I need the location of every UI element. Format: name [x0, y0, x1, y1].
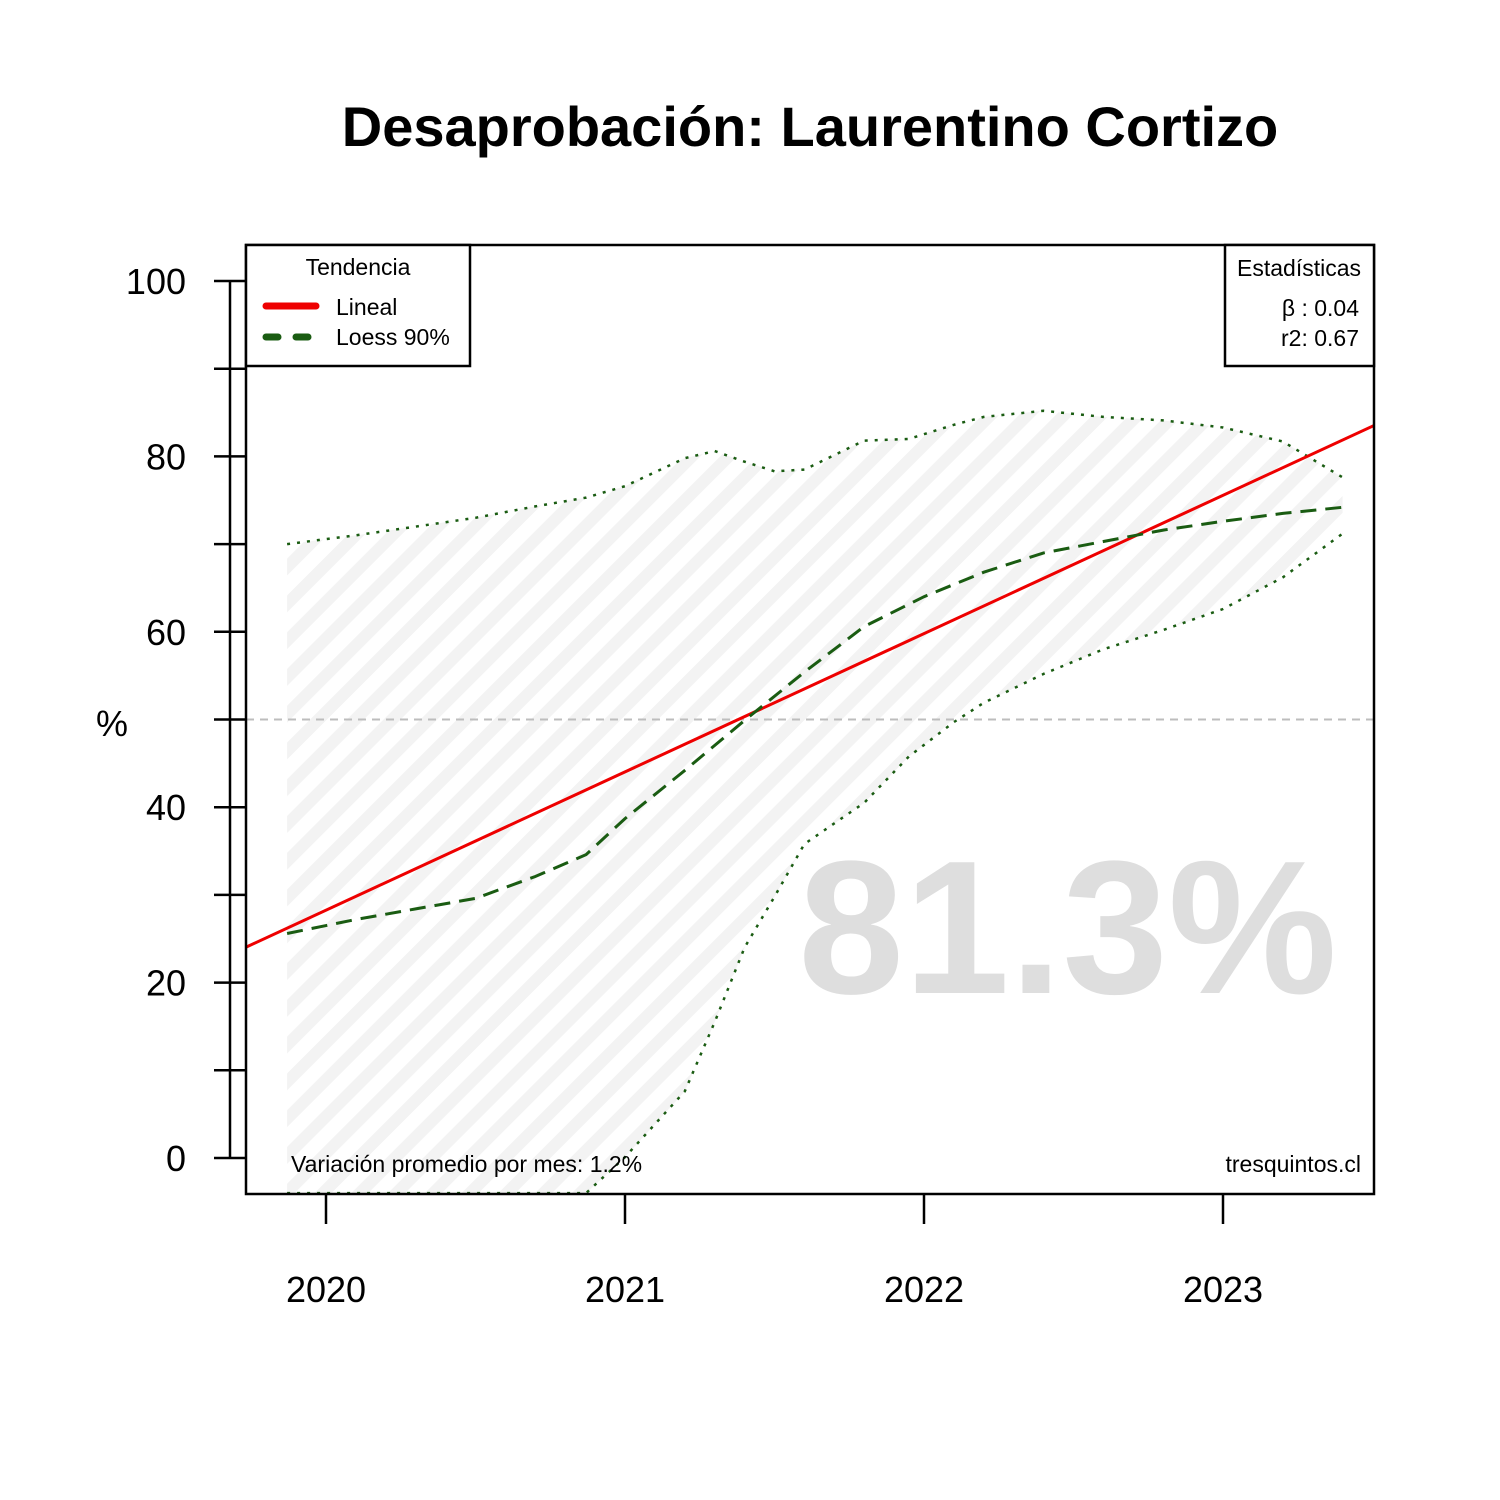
y-tick-label: 80: [146, 436, 186, 477]
series-lineal: [246, 423, 1374, 949]
stats-r2: r2: 0.67: [1281, 325, 1359, 351]
confidence-band: [287, 410, 1343, 1194]
legend-label-lineal: Lineal: [336, 294, 397, 320]
stats-title: Estadísticas: [1237, 255, 1361, 281]
band-upper-line: [286, 409, 1344, 546]
legend-box: [244, 243, 472, 368]
stats-beta: β : 0.04: [1282, 295, 1359, 321]
legend-label-loess: Loess 90%: [336, 324, 450, 350]
legend: Tendencia Lineal Loess 90%: [244, 243, 472, 368]
y-axis: 0 20 40 60 80 100: [126, 261, 246, 1179]
stats-frame: [1223, 243, 1376, 368]
y-tick-label: 0: [166, 1138, 186, 1179]
x-tick-label: 2022: [884, 1269, 964, 1310]
plot-area: 81.3%: [246, 409, 1374, 1194]
x-tick-label: 2023: [1183, 1269, 1263, 1310]
y-tick-label: 100: [126, 261, 186, 302]
chart-title: Desaprobación: Laurentino Cortizo: [342, 95, 1279, 158]
legend-title: Tendencia: [306, 254, 411, 280]
y-tick-label: 20: [146, 963, 186, 1004]
y-tick-label: 60: [146, 612, 186, 653]
y-axis-label: %: [96, 703, 128, 744]
x-axis: 2020 2021 2022 2023: [286, 1194, 1263, 1310]
big-value-watermark: 81.3%: [798, 822, 1337, 1034]
x-tick-label: 2021: [585, 1269, 665, 1310]
stats-box: Estadísticas β : 0.04 r2: 0.67: [1223, 243, 1376, 368]
x-tick-label: 2020: [286, 1269, 366, 1310]
footer-note: Variación promedio por mes: 1.2%: [291, 1151, 642, 1177]
footer-source: tresquintos.cl: [1225, 1151, 1361, 1177]
y-tick-label: 40: [146, 787, 186, 828]
series-loess: [286, 505, 1343, 935]
